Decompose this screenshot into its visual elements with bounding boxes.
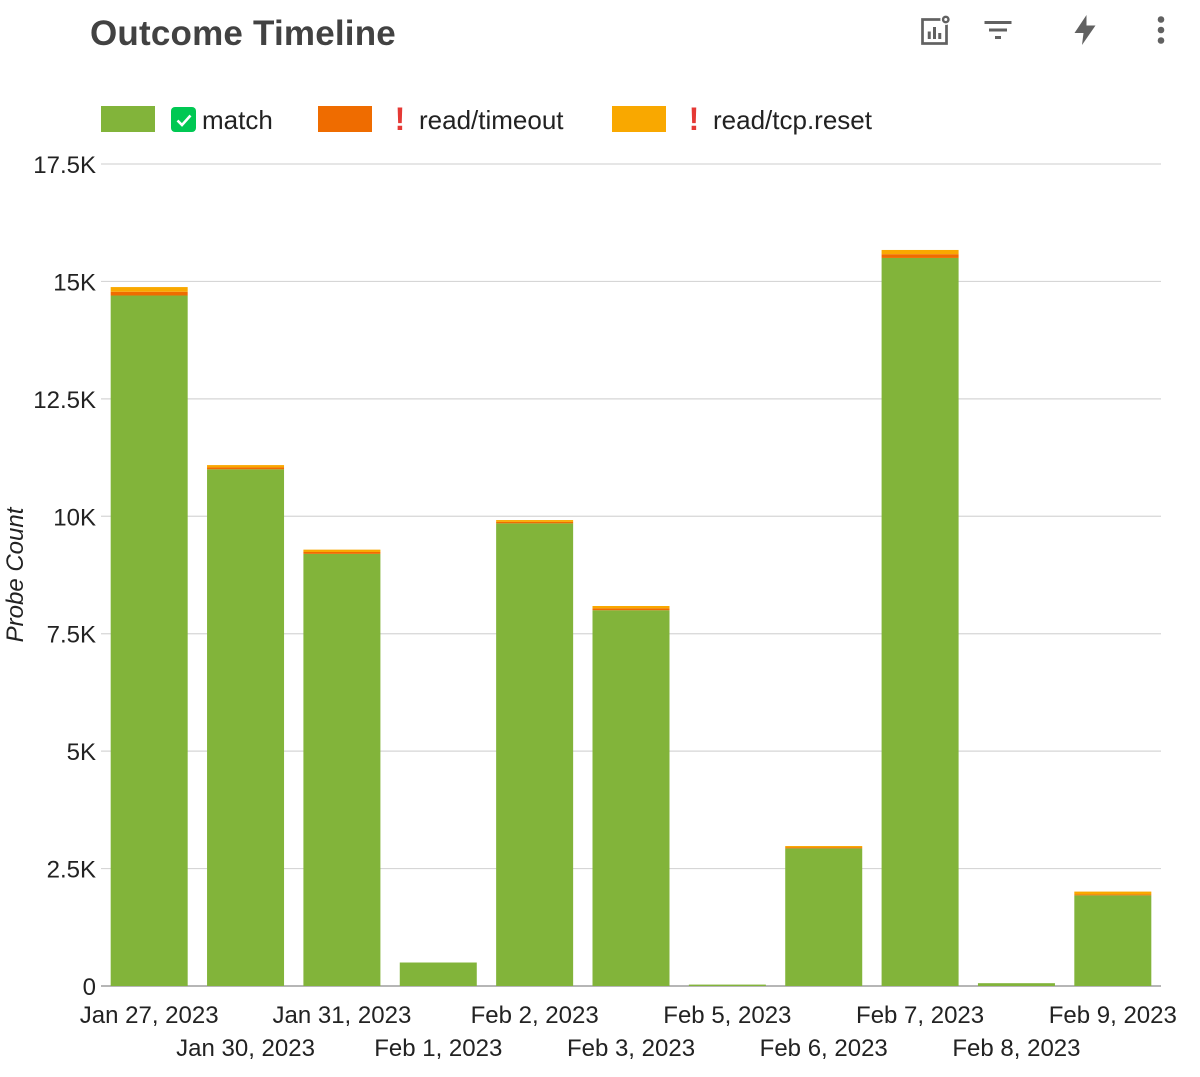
bar-segment bbox=[110, 287, 188, 292]
x-tick-label: Jan 27, 2023 bbox=[80, 1002, 219, 1029]
x-tick-label: Feb 3, 2023 bbox=[567, 1035, 695, 1062]
bar-segment bbox=[207, 469, 285, 986]
chart-settings-button[interactable] bbox=[914, 8, 958, 52]
check-icon bbox=[171, 107, 196, 132]
x-tick-label: Feb 8, 2023 bbox=[952, 1035, 1080, 1062]
bar-segment bbox=[110, 291, 188, 296]
bar-segment bbox=[1074, 895, 1152, 986]
x-tick-label: Jan 31, 2023 bbox=[273, 1002, 412, 1029]
bar-segment bbox=[592, 606, 670, 609]
x-tick-label: Jan 30, 2023 bbox=[176, 1035, 315, 1062]
bar-segment bbox=[303, 551, 381, 554]
bar-segment bbox=[1074, 891, 1152, 895]
x-tick-label: Feb 1, 2023 bbox=[374, 1035, 502, 1062]
bar-segment bbox=[785, 848, 863, 986]
bar-segment bbox=[303, 549, 381, 552]
y-tick-label: 5K bbox=[67, 739, 96, 766]
lightning-button[interactable] bbox=[1063, 8, 1107, 52]
y-tick-label: 12.5K bbox=[33, 387, 96, 414]
filter-button[interactable] bbox=[976, 8, 1020, 52]
bar-segment bbox=[207, 465, 285, 468]
legend-label-read-tcp-reset: read/tcp.reset bbox=[713, 105, 872, 135]
y-tick-label: 17.5K bbox=[33, 152, 96, 179]
legend-label-read-timeout: read/timeout bbox=[419, 105, 564, 135]
bar-segment bbox=[303, 553, 381, 986]
y-tick-label: 2.5K bbox=[47, 857, 96, 884]
x-tick-label: Feb 2, 2023 bbox=[471, 1002, 599, 1029]
lightning-icon bbox=[1074, 15, 1096, 45]
bar-segment bbox=[881, 249, 959, 255]
legend-label-match: match bbox=[202, 105, 273, 135]
filter-icon bbox=[984, 21, 1012, 39]
x-tick-label: Feb 6, 2023 bbox=[760, 1035, 888, 1062]
chart-settings-icon bbox=[921, 14, 952, 45]
bar-segment bbox=[785, 846, 863, 848]
y-tick-label: 10K bbox=[53, 504, 96, 531]
x-tick-label: Feb 9, 2023 bbox=[1049, 1002, 1177, 1029]
x-tick-label: Feb 7, 2023 bbox=[856, 1002, 984, 1029]
bar-segment bbox=[496, 520, 574, 522]
legend-swatch bbox=[101, 106, 155, 132]
bar-segment bbox=[785, 847, 863, 849]
y-tick-label: 15K bbox=[53, 269, 96, 296]
bar-segment bbox=[110, 295, 188, 986]
bar-segment bbox=[496, 523, 574, 986]
legend-swatch bbox=[612, 106, 666, 132]
exclamation-icon: ! bbox=[688, 101, 700, 137]
legend-swatch bbox=[318, 106, 372, 132]
y-axis-label: Probe Count bbox=[2, 506, 29, 642]
bar-segment bbox=[592, 610, 670, 986]
x-tick-label: Feb 5, 2023 bbox=[663, 1002, 791, 1029]
bar-segment bbox=[496, 521, 574, 524]
bar-segment bbox=[399, 962, 477, 986]
exclamation-icon: ! bbox=[394, 101, 406, 137]
y-tick-label: 0 bbox=[83, 974, 96, 1001]
bar-segment bbox=[881, 257, 959, 986]
bar-segment bbox=[977, 983, 1055, 986]
chart-toolbar bbox=[900, 8, 1190, 52]
more-options-button[interactable] bbox=[1139, 8, 1183, 52]
bar-segment bbox=[592, 608, 670, 611]
bar-segment bbox=[207, 467, 285, 470]
bar-segment bbox=[881, 254, 959, 258]
bar-segment bbox=[688, 984, 766, 986]
bar-segment bbox=[1074, 894, 1152, 896]
more-vertical-icon bbox=[1157, 16, 1165, 44]
page-title: Outcome Timeline bbox=[90, 14, 396, 53]
y-tick-label: 7.5K bbox=[47, 622, 96, 649]
